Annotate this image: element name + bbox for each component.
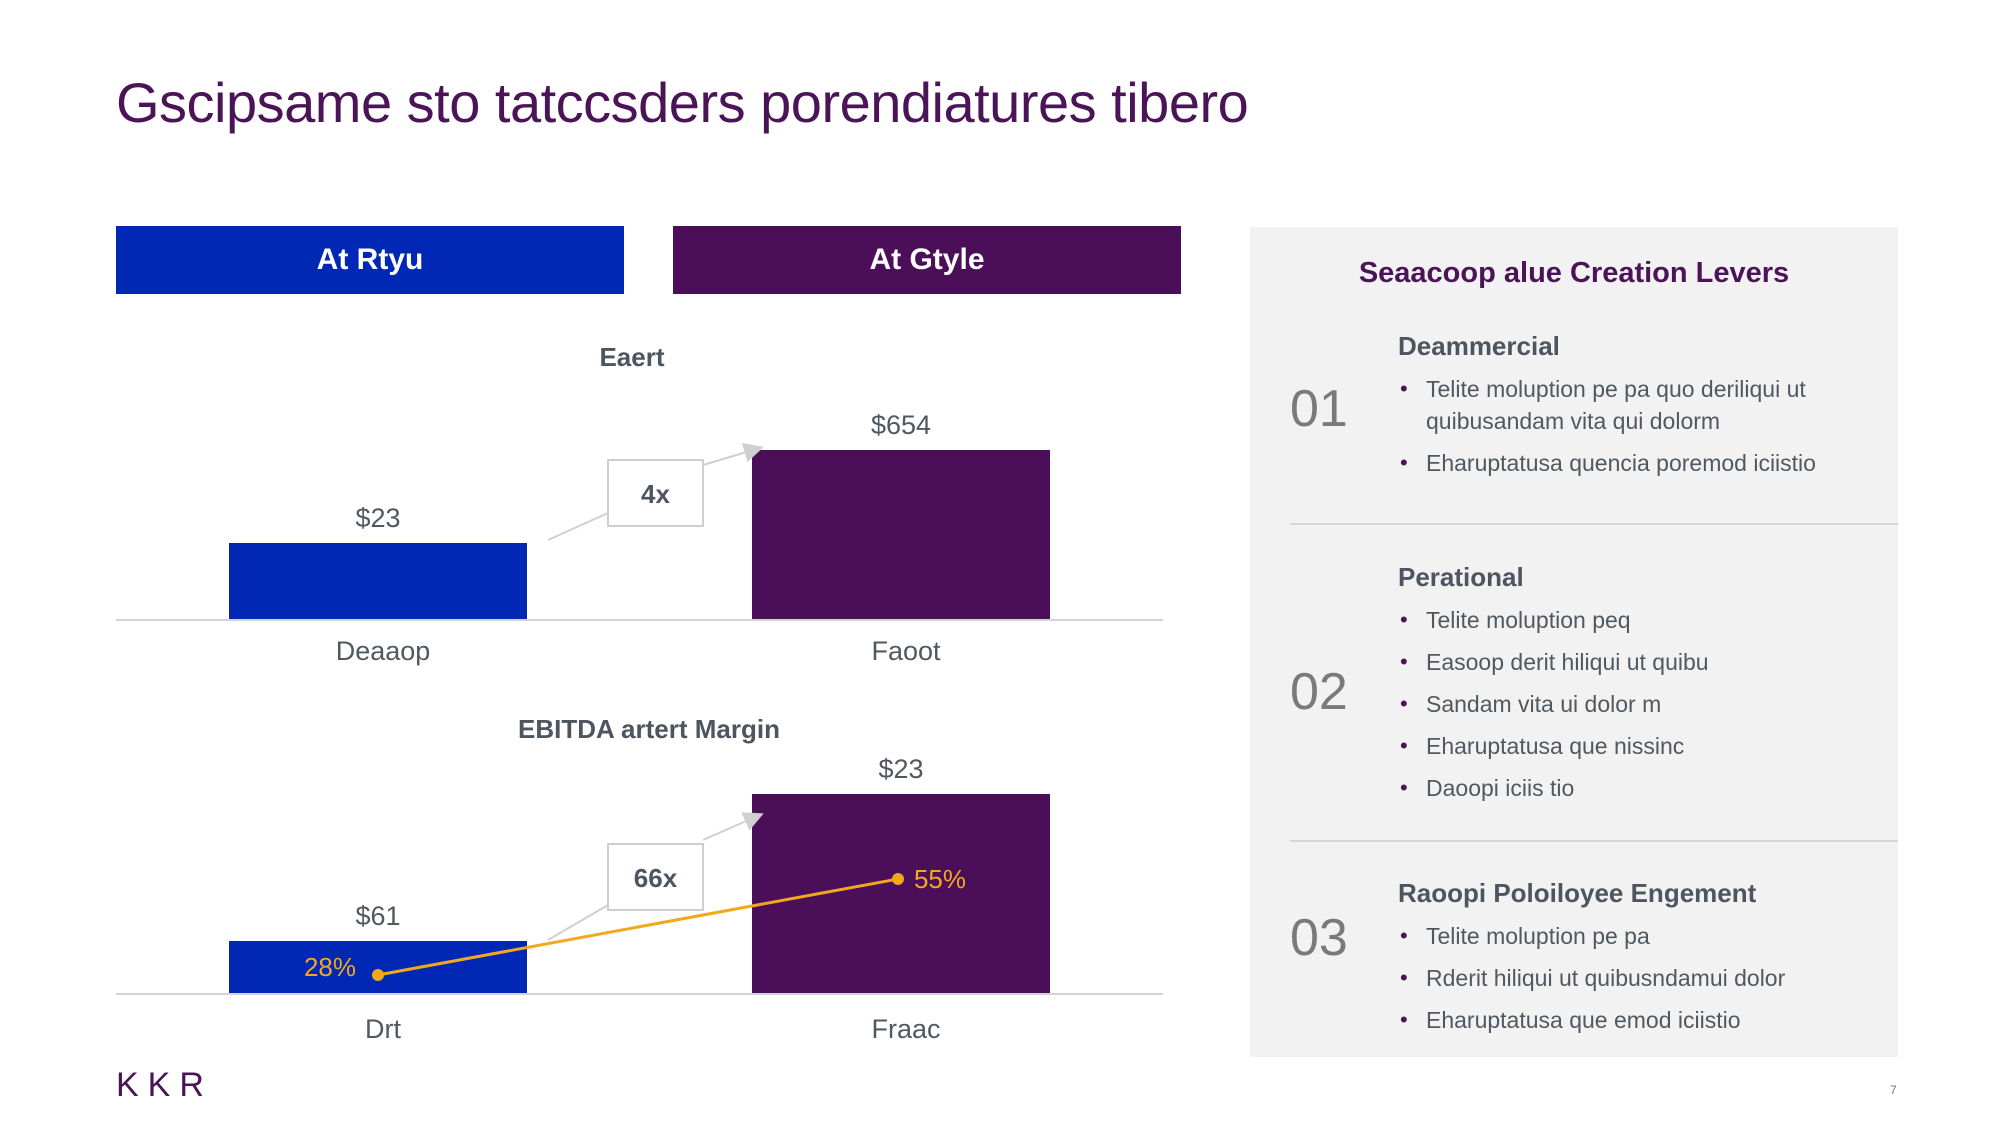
lever-bullet-list: Telite moluption peq Easoop derit hiliqu… bbox=[1398, 604, 1868, 814]
lever-number: 02 bbox=[1290, 663, 1348, 721]
lever-bullet-list: Telite moluption pe pa Rderit hiliqui ut… bbox=[1398, 920, 1868, 1046]
multiple-callout-box bbox=[607, 459, 704, 527]
bar-value-label: $23 bbox=[878, 754, 923, 784]
chart-title: Eaert bbox=[599, 342, 664, 372]
category-label: Faoot bbox=[871, 636, 941, 666]
page-number: 7 bbox=[1890, 1083, 1897, 1097]
kkr-logo: KKR bbox=[116, 1066, 213, 1104]
margin-label: 55% bbox=[914, 864, 966, 894]
charts-area: Eaert $23 Deaaop $654 Faoot 4x EBITDA artert M… bbox=[116, 342, 1163, 1044]
lever-bullet: Telite moluption pe pa bbox=[1398, 920, 1868, 952]
levers-panel: Seaacoop alue Creation Levers 01 Deammer… bbox=[1250, 227, 1898, 1057]
header-after-label: At Gtyle bbox=[869, 243, 985, 276]
lever-divider bbox=[1290, 840, 1898, 842]
bar-value-label: $654 bbox=[871, 410, 931, 440]
margin-label: 28% bbox=[304, 952, 356, 982]
bar-value-label: $23 bbox=[355, 503, 400, 533]
lever-bullet: Eharuptatusa que nissinc bbox=[1398, 730, 1868, 762]
callout-arrow bbox=[702, 442, 764, 466]
header-before-label: At Rtyu bbox=[316, 243, 424, 276]
lever-bullet: Sandam vita ui dolor m bbox=[1398, 688, 1868, 720]
margin-point bbox=[372, 969, 384, 981]
margin-point bbox=[892, 873, 904, 885]
lever-bullet: Daoopi iciis tio bbox=[1398, 772, 1868, 804]
margin-line bbox=[377, 877, 899, 977]
multiple-callout-box bbox=[607, 843, 704, 911]
bar-value-label: $61 bbox=[355, 901, 400, 931]
lever-number: 03 bbox=[1290, 909, 1348, 967]
lever-bullet-list: Telite moluption pe pa quo deriliqui ut … bbox=[1398, 373, 1868, 489]
header-before-bar: At Rtyu bbox=[116, 226, 624, 294]
lever-bullet: Eharuptatusa que emod iciistio bbox=[1398, 1004, 1868, 1036]
lever-number: 01 bbox=[1290, 380, 1348, 438]
chart-bar bbox=[752, 794, 1050, 993]
chart-bar bbox=[229, 543, 527, 619]
callout-arrow bbox=[702, 812, 764, 841]
page-title: Gscipsame sto tatccsders porendiatures t… bbox=[116, 71, 1249, 134]
panel-title: Seaacoop alue Creation Levers bbox=[1358, 257, 1790, 289]
category-label: Deaaop bbox=[336, 636, 431, 666]
category-label: Fraac bbox=[871, 1014, 940, 1044]
lever-bullet: Easoop derit hiliqui ut quibu bbox=[1398, 646, 1868, 678]
header-after-bar: At Gtyle bbox=[673, 226, 1181, 294]
callout-connector bbox=[547, 512, 609, 541]
lever-title: Deammercial bbox=[1398, 331, 1560, 361]
lever-title: Perational bbox=[1398, 562, 1524, 592]
chart-bar bbox=[752, 450, 1050, 619]
chart-title: EBITDA artert Margin bbox=[518, 714, 780, 744]
lever-bullet: Eharuptatusa quencia poremod iciistio bbox=[1398, 447, 1868, 479]
multiple-label: 66x bbox=[634, 863, 678, 893]
category-label: Drt bbox=[365, 1014, 401, 1044]
lever-bullet: Telite moluption peq bbox=[1398, 604, 1868, 636]
lever-title: Raoopi Poloiloyee Engement bbox=[1398, 878, 1757, 908]
lever-bullet: Rderit hiliqui ut quibusndamui dolor bbox=[1398, 962, 1868, 994]
lever-bullet: Telite moluption pe pa quo deriliqui ut … bbox=[1398, 373, 1868, 437]
lever-divider bbox=[1290, 523, 1898, 525]
multiple-label: 4x bbox=[641, 479, 670, 509]
chart-bar bbox=[229, 941, 527, 993]
callout-connector bbox=[547, 904, 609, 941]
